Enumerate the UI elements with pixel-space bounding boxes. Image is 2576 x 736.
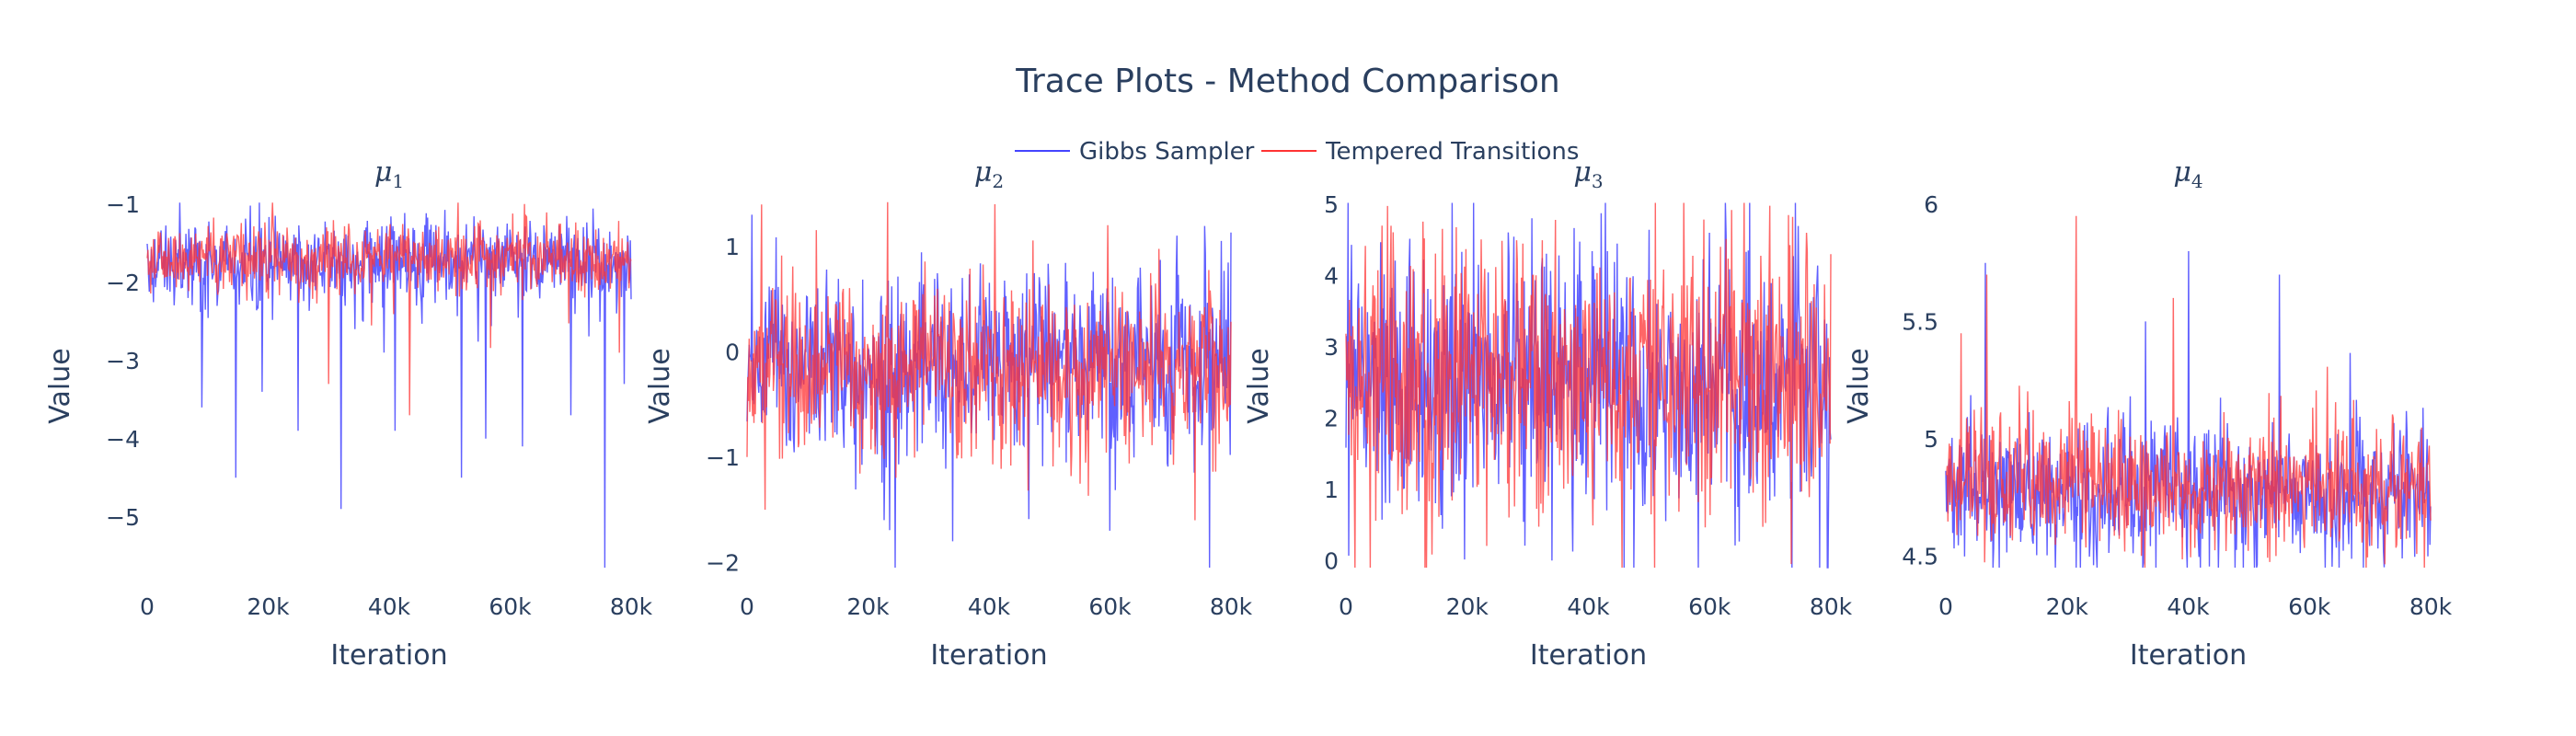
legend[interactable]: Gibbs Sampler Tempered Transitions xyxy=(1015,138,1579,166)
x-tick-label: 80k xyxy=(2409,593,2453,620)
y-tick-label: 4 xyxy=(1324,262,1339,289)
subplot-2: μ2 0 20k 40k 60k 80k 1 0 −1 −2 Iteration Value xyxy=(644,156,1253,672)
y-tick-label: −4 xyxy=(106,426,140,453)
x-tick-label: 40k xyxy=(368,593,411,620)
y-axis-title: Value xyxy=(44,348,76,423)
x-tick-label: 0 xyxy=(1339,593,1353,620)
legend-label-tempered: Tempered Transitions xyxy=(1325,138,1579,166)
y-tick-label: 1 xyxy=(725,234,740,260)
subplot-3: μ3 0 20k 40k 60k 80k 5 4 3 2 1 0 Iteration Value xyxy=(1243,156,1853,672)
x-tick-label: 60k xyxy=(1688,593,1731,620)
trace-line-tempered-mu3 xyxy=(1345,202,1832,569)
x-tick-label: 0 xyxy=(140,593,155,620)
subplot-title-2: μ2 xyxy=(974,156,1004,192)
y-tick-label: −2 xyxy=(706,549,740,576)
x-tick-label: 40k xyxy=(968,593,1011,620)
x-tick-label: 20k xyxy=(1446,593,1489,620)
x-tick-label: 60k xyxy=(489,593,532,620)
y-axis-title: Value xyxy=(644,348,676,423)
subplot-title-4: μ4 xyxy=(2173,156,2202,192)
y-axis-title: Value xyxy=(1843,348,1875,423)
y-tick-label: −1 xyxy=(706,444,740,471)
subplot-4: μ4 0 20k 40k 60k 80k 6 5.5 5 4.5 Iteration Value xyxy=(1843,156,2453,672)
x-tick-label: 20k xyxy=(247,593,290,620)
subplot-title-1: μ1 xyxy=(374,156,404,192)
y-tick-label: −5 xyxy=(106,504,140,531)
trace-line-gibbs-mu4 xyxy=(1945,250,2432,569)
y-tick-label: 3 xyxy=(1324,334,1339,361)
x-tick-label: 80k xyxy=(610,593,653,620)
y-tick-label: 4.5 xyxy=(1902,543,1938,569)
legend-item-tempered[interactable]: Tempered Transitions xyxy=(1261,138,1579,166)
x-tick-label: 0 xyxy=(740,593,754,620)
subplot-1: μ1 0 20k 40k 60k 80k −1 −2 −3 −4 −5 Iteration Value xyxy=(44,156,653,672)
trace-line-tempered-mu2 xyxy=(746,201,1232,521)
x-axis-title: Iteration xyxy=(2130,639,2247,672)
y-tick-label: 1 xyxy=(1324,477,1339,503)
x-tick-label: 0 xyxy=(1938,593,1953,620)
trace-line-tempered-mu1 xyxy=(146,202,632,416)
x-tick-label: 80k xyxy=(1810,593,1853,620)
y-tick-label: 5 xyxy=(1924,426,1938,453)
x-tick-label: 20k xyxy=(2046,593,2089,620)
x-tick-label: 40k xyxy=(1567,593,1610,620)
y-tick-label: 2 xyxy=(1324,405,1339,431)
y-tick-label: −1 xyxy=(106,191,140,218)
x-axis-title: Iteration xyxy=(930,639,1047,672)
legend-item-gibbs[interactable]: Gibbs Sampler xyxy=(1015,138,1255,166)
chart-title: Trace Plots - Method Comparison xyxy=(1015,63,1559,100)
y-tick-label: 0 xyxy=(725,339,740,365)
y-tick-label: 5.5 xyxy=(1902,308,1938,335)
x-axis-title: Iteration xyxy=(1530,639,1647,672)
x-tick-label: 80k xyxy=(1210,593,1253,620)
y-axis-title: Value xyxy=(1243,348,1275,423)
trace-line-tempered-mu4 xyxy=(1945,215,2432,569)
x-tick-label: 60k xyxy=(2288,593,2331,620)
y-tick-label: −3 xyxy=(106,348,140,374)
y-tick-label: 5 xyxy=(1324,191,1339,218)
y-tick-label: −2 xyxy=(106,270,140,296)
subplot-title-3: μ3 xyxy=(1573,156,1603,192)
subplot-panels: μ10 20k 40k 60k 80k−1−2−3−4−5IterationValueμ… xyxy=(44,156,2453,672)
x-tick-label: 40k xyxy=(2167,593,2210,620)
y-tick-label: 6 xyxy=(1924,191,1938,218)
x-tick-label: 60k xyxy=(1088,593,1132,620)
x-axis-title: Iteration xyxy=(330,639,447,672)
y-tick-label: 0 xyxy=(1324,547,1339,574)
x-tick-label: 20k xyxy=(846,593,890,620)
legend-label-gibbs: Gibbs Sampler xyxy=(1079,138,1255,166)
